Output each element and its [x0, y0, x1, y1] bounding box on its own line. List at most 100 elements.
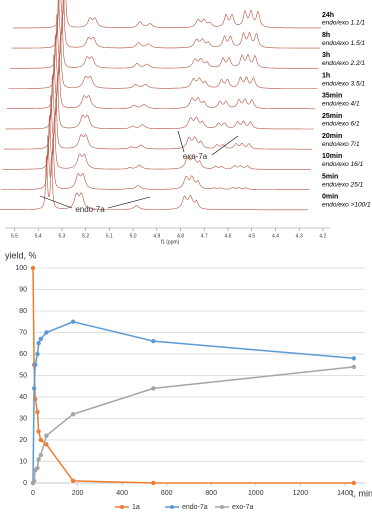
arrow: [177, 130, 239, 156]
trace-time: 35min: [322, 93, 342, 100]
legend-marker: [220, 505, 224, 509]
data-point: [351, 364, 357, 370]
nmr-trace: [10, 14, 319, 69]
data-point: [33, 362, 38, 367]
x-tick-label: 5.3: [58, 233, 65, 239]
data-point: [44, 442, 49, 447]
data-point: [36, 457, 41, 462]
annotation: endo-7a: [75, 205, 105, 214]
y-tick-label: 30: [19, 415, 27, 422]
trace-time: 8h: [322, 32, 330, 39]
nmr-trace: [1, 135, 310, 190]
legend-label: exo-7a: [232, 504, 254, 511]
y-tick-label: 80: [19, 308, 27, 315]
data-point: [151, 338, 156, 344]
data-point: [70, 412, 76, 417]
y-tick-label: 0: [23, 480, 27, 487]
trace-time: 0min: [322, 194, 338, 201]
x-tick-label: 5.4: [35, 233, 42, 239]
trace-ratio: endo/exo 1.5/1: [322, 40, 365, 47]
y-tick-label: 70: [19, 329, 27, 336]
y-tick-label: 10: [19, 458, 27, 465]
nmr-trace: [4, 94, 313, 150]
x-tick-label: 4.5: [248, 233, 255, 239]
x-tick-label: 4.3: [296, 233, 303, 239]
data-point: [351, 356, 357, 361]
data-point: [351, 480, 357, 486]
x-tick-label: 400: [116, 490, 128, 497]
annotation: exo-7a: [183, 152, 208, 161]
x-tick-label: 1200: [293, 490, 309, 497]
trace-time: 5min: [322, 173, 338, 180]
data-point: [35, 409, 40, 415]
y-tick-label: 60: [19, 351, 27, 358]
trace-time: 25min: [322, 113, 342, 120]
nmr-trace: [13, 0, 322, 29]
data-point: [70, 478, 76, 484]
data-point: [151, 480, 156, 486]
data-point: [35, 465, 40, 471]
x-tick-label: 0: [31, 490, 35, 497]
x-tick-label: 4.2: [319, 233, 326, 239]
y-tick-label: 20: [19, 437, 27, 444]
trace-time: 1h: [322, 72, 330, 79]
x-tick-label: 800: [205, 490, 217, 497]
nmr-trace: [5, 74, 314, 130]
trace-time: 3h: [322, 52, 330, 59]
x-tick-label: 4.9: [153, 233, 160, 239]
legend-label: endo-7a: [182, 504, 208, 511]
data-point: [31, 386, 37, 391]
x-axis-label: t, min: [351, 488, 372, 498]
x-tick-label: 600: [161, 490, 173, 497]
y-tick-label: 40: [19, 394, 27, 401]
legend-marker: [120, 505, 124, 509]
nmr-trace: [7, 54, 316, 110]
data-point: [31, 478, 37, 484]
trace-time: 20min: [322, 133, 342, 140]
data-point: [36, 341, 41, 346]
x-axis-label: f1 (ppm): [161, 239, 180, 245]
data-point: [38, 437, 43, 443]
data-point: [151, 386, 156, 391]
data-point: [44, 433, 49, 438]
trace-time: 10min: [322, 153, 342, 160]
data-point: [36, 429, 41, 434]
legend-label: 1a: [132, 504, 140, 511]
series-line: [32, 321, 354, 484]
data-point: [70, 319, 76, 324]
data-point: [30, 265, 36, 271]
trace-ratio: endo/exo 7/1: [322, 141, 360, 148]
nmr-trace: [11, 0, 320, 49]
nmr-trace: [0, 155, 308, 211]
x-tick-label: 4.6: [225, 233, 232, 239]
x-tick-label: 5.2: [82, 233, 89, 239]
series-line: [32, 366, 354, 484]
legend-marker: [170, 505, 174, 509]
trace-ratio: endo/exo 1.1/1: [322, 20, 365, 27]
trace-ratio: endo/exo 3.5/1: [322, 80, 365, 87]
y-tick-label: 50: [19, 372, 27, 379]
nmr-trace: [8, 34, 317, 89]
data-point: [38, 452, 43, 458]
y-axis-label: yield, %: [5, 250, 37, 260]
x-tick-label: 5.0: [130, 233, 137, 239]
trace-ratio: endo/exo 16/1: [322, 161, 364, 168]
trace-ratio: endo/exo 4/1: [322, 101, 360, 108]
x-tick-label: 5.5: [11, 233, 18, 239]
x-tick-label: 200: [72, 490, 84, 497]
x-tick-label: 1400: [337, 490, 353, 497]
data-point: [44, 330, 49, 335]
data-point: [38, 336, 43, 342]
arrow: [39, 195, 151, 209]
trace-ratio: endo/exo >100/1: [322, 202, 371, 209]
x-tick-label: 5.1: [106, 233, 113, 239]
trace-ratio: endo/exo 6/1: [322, 121, 360, 128]
nmr-trace: [2, 115, 311, 170]
trace-ratio: endo/exo 25/1: [322, 181, 364, 188]
trace-ratio: endo/exo 2.2/1: [322, 60, 365, 67]
y-tick-label: 90: [19, 286, 27, 293]
y-tick-label: 100: [15, 265, 27, 272]
data-point: [35, 351, 40, 357]
x-tick-label: 4.8: [177, 233, 184, 239]
